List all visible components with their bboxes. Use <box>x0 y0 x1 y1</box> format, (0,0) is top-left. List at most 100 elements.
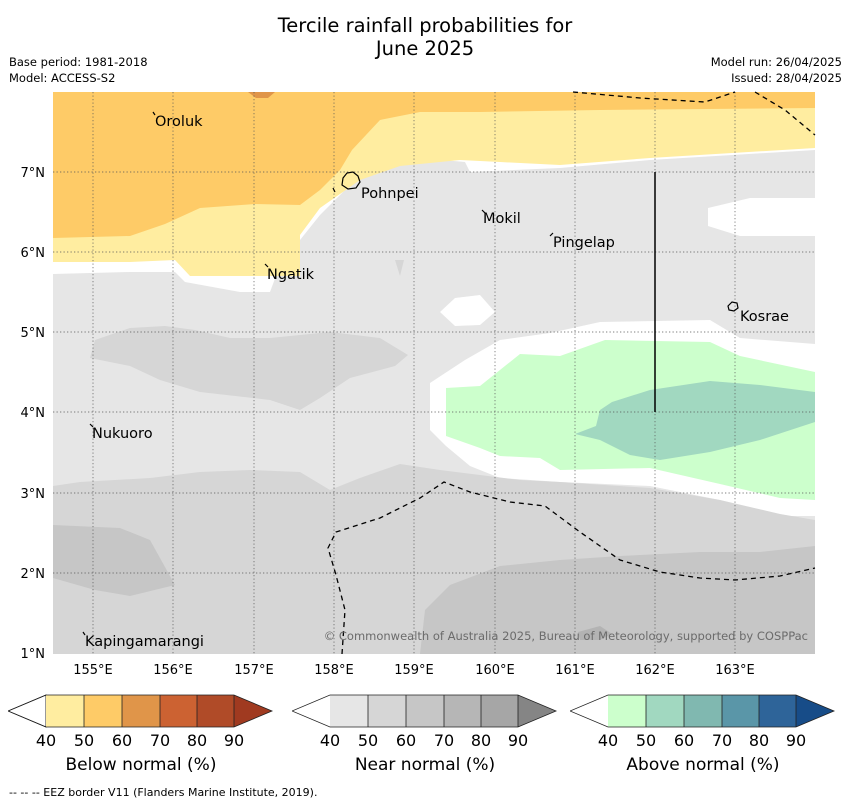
model-text: Model: ACCESS-S2 <box>9 71 116 85</box>
lon-tick: 157°E <box>234 663 274 678</box>
title-line-2: June 2025 <box>375 37 475 60</box>
mokil-atoll <box>481 209 486 214</box>
place-label-pingelap: Pingelap <box>553 235 615 251</box>
eez-border-south <box>327 481 816 655</box>
lat-tick-labels: 7°N 6°N 5°N 4°N 3°N 2°N 1°N <box>21 166 46 662</box>
copyright-text: © Commonwealth of Australia 2025, Bureau… <box>324 629 808 643</box>
meta-left: Base period: 1981-2018 Model: ACCESS-S2 <box>9 54 148 86</box>
kosrae-island-outline <box>727 301 739 312</box>
probability-fields <box>53 92 815 654</box>
lat-tick: 4°N <box>21 406 46 421</box>
lon-tick-labels: 155°E 156°E 157°E 158°E 159°E 160°E 161°… <box>73 663 755 678</box>
pohnpei-island-outline <box>341 171 361 190</box>
lat-tick: 6°N <box>21 246 46 261</box>
colorbar-near-80-90 <box>481 695 518 727</box>
cbar-tick: 90 <box>507 731 529 750</box>
cbar-tick: 60 <box>395 731 417 750</box>
lon-tick: 161°E <box>555 663 595 678</box>
colorbar-above-60-70 <box>684 695 722 727</box>
base-period-text: Base period: 1981-2018 <box>9 55 148 69</box>
near-normal-sliver <box>395 260 404 276</box>
colorbar-near-normal <box>292 694 558 728</box>
near-normal-60-70-south <box>53 525 175 596</box>
place-label-nukuoro: Nukuoro <box>92 426 153 442</box>
colorbar-above-title: Above normal (%) <box>626 755 780 775</box>
lat-tick: 1°N <box>21 647 46 662</box>
colorbar-above-under <box>570 695 608 727</box>
colorbar-near-over <box>518 695 556 727</box>
cbar-tick: 50 <box>73 731 95 750</box>
lon-tick: 156°E <box>153 663 193 678</box>
cbar-tick: 50 <box>357 731 379 750</box>
lon-tick: 158°E <box>314 663 354 678</box>
place-label-mokil: Mokil <box>483 211 521 227</box>
cbar-tick: 40 <box>597 731 619 750</box>
colorbar-below-normal <box>8 694 274 728</box>
cbar-tick: 60 <box>111 731 133 750</box>
colorbar-below-80-90 <box>197 695 234 727</box>
colorbar-above-80-90 <box>759 695 796 727</box>
colorbar-near-outline <box>292 694 558 728</box>
colorbar-above-normal <box>570 694 836 728</box>
colorbar-below-70-80 <box>160 695 197 727</box>
colorbar-below-40-50 <box>46 695 84 727</box>
lon-tick: 162°E <box>635 663 675 678</box>
cbar-tick: 90 <box>785 731 807 750</box>
lon-tick: 160°E <box>475 663 515 678</box>
eez-border-north <box>572 91 816 136</box>
eez-borders <box>327 91 816 655</box>
cbar-tick: 70 <box>149 731 171 750</box>
colorbar-above-70-80 <box>722 695 759 727</box>
place-label-kosrae: Kosrae <box>740 309 789 325</box>
cbar-tick: 50 <box>635 731 657 750</box>
below-normal-60-70-patch <box>248 92 275 98</box>
colorbar-near-under <box>292 695 330 727</box>
colorbar-above-40-50 <box>608 695 646 727</box>
place-label-kapingamarangi: Kapingamarangi <box>85 634 204 650</box>
colorbar-above-over <box>796 695 834 727</box>
cbar-tick: 40 <box>319 731 341 750</box>
colorbar-above-outline <box>570 694 836 728</box>
place-label-ngatik: Ngatik <box>267 267 315 283</box>
ngatik-atoll <box>264 263 269 268</box>
near-normal-70-80-small <box>578 626 612 640</box>
colorbar-below-outline <box>8 694 274 728</box>
cbar-tick: 70 <box>711 731 733 750</box>
lon-tick: 159°E <box>394 663 434 678</box>
lon-tick: 163°E <box>715 663 755 678</box>
colorbar-below-50-60 <box>84 695 122 727</box>
cbar-tick: 60 <box>673 731 695 750</box>
cbar-tick: 80 <box>470 731 492 750</box>
chart-title: Tercile rainfall probabilities for June … <box>0 14 850 60</box>
probability-map: Oroluk Pohnpei Mokil Pingelap Ngatik Kos… <box>21 91 816 678</box>
lon-tick: 155°E <box>73 663 113 678</box>
lat-tick: 2°N <box>21 567 46 582</box>
eez-footnote: -- -- -- EEZ border V11 (Flanders Marine… <box>9 786 318 799</box>
model-run-text: Model run: 26/04/2025 <box>710 55 842 69</box>
ant-atoll <box>332 187 336 193</box>
place-label-pohnpei: Pohnpei <box>361 186 419 202</box>
oroluk-atoll <box>152 111 156 116</box>
colorbar-near-60-70 <box>406 695 444 727</box>
islands <box>82 111 739 636</box>
lat-tick: 3°N <box>21 487 46 502</box>
above-normal-50-60-region <box>575 381 815 460</box>
colorbar-below-title: Below normal (%) <box>65 755 217 775</box>
colorbar-near-50-60 <box>368 695 406 727</box>
meta-right: Model run: 26/04/2025 Issued: 28/04/2025 <box>711 54 842 86</box>
lat-tick: 5°N <box>21 326 46 341</box>
cbar-tick: 80 <box>186 731 208 750</box>
colorbar-above-50-60 <box>646 695 684 727</box>
cbar-tick: 80 <box>748 731 770 750</box>
near-normal-50-60-band <box>90 326 408 410</box>
cbar-tick: 90 <box>223 731 245 750</box>
colorbar-below-under <box>8 694 47 728</box>
cbar-tick: 70 <box>433 731 455 750</box>
colorbar-below-over <box>234 695 272 727</box>
nukuoro-atoll <box>89 423 94 428</box>
lat-tick: 7°N <box>21 166 46 181</box>
colorbar-near-40-50 <box>330 695 368 727</box>
pingelap-atoll <box>549 232 554 237</box>
colorbar-near-70-80 <box>444 695 481 727</box>
place-label-oroluk: Oroluk <box>155 114 203 130</box>
